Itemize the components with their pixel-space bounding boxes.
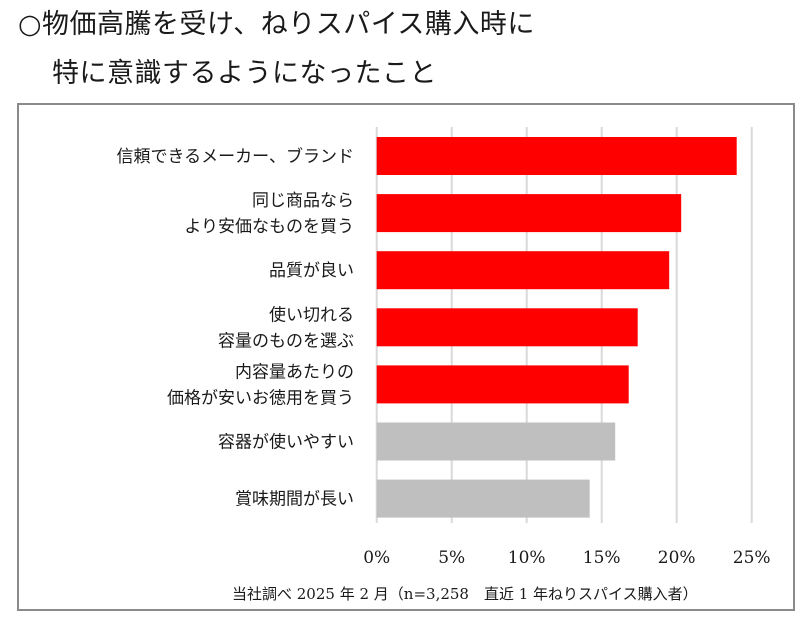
chart-title-line-2: 特に意識するようになったこと xyxy=(52,58,437,89)
x-tick-label: 10% xyxy=(508,548,546,568)
x-tick-label: 0% xyxy=(363,548,390,568)
category-labels: 信頼できるメーカー、ブランド同じ商品ならより安価なものを買う品質が良い使い切れる… xyxy=(117,146,355,510)
bar xyxy=(376,137,737,175)
bar xyxy=(376,479,590,518)
source-footnote: 当社調べ 2025 年 2 月（n=3,258 直近 1 年ねりスパイス購入者） xyxy=(232,585,698,603)
category-label: 容器が使いやすい xyxy=(218,432,354,453)
x-tick-label: 25% xyxy=(733,548,771,568)
bars xyxy=(376,137,737,518)
bar xyxy=(376,194,682,233)
chart-title-line-1: ○物価高騰を受け、ねりスパイス購入時に xyxy=(18,9,535,40)
category-label: より安価なものを買う xyxy=(184,217,354,237)
category-label: 価格が安いお徳用を買う xyxy=(167,388,354,408)
x-axis-tick-labels: 0% 5% 10% 15% 20% 25% xyxy=(363,548,770,568)
category-label: 信頼できるメーカー、ブランド xyxy=(117,146,355,167)
bar xyxy=(376,365,629,404)
category-label: 内容量あたりの xyxy=(235,362,354,382)
chart-frame xyxy=(17,103,795,611)
x-tick-label: 5% xyxy=(438,548,465,568)
category-label: 品質が良い xyxy=(269,261,354,281)
bar xyxy=(376,308,638,347)
category-label: 容量のものを選ぶ xyxy=(218,331,354,351)
category-label: 同じ商品なら xyxy=(252,191,354,211)
bar xyxy=(376,251,670,290)
x-tick-label: 15% xyxy=(583,548,621,568)
category-label: 使い切れる xyxy=(269,304,354,325)
x-tick-label: 20% xyxy=(658,548,696,568)
category-label: 賞味期間が長い xyxy=(235,490,354,510)
bar xyxy=(376,422,616,461)
